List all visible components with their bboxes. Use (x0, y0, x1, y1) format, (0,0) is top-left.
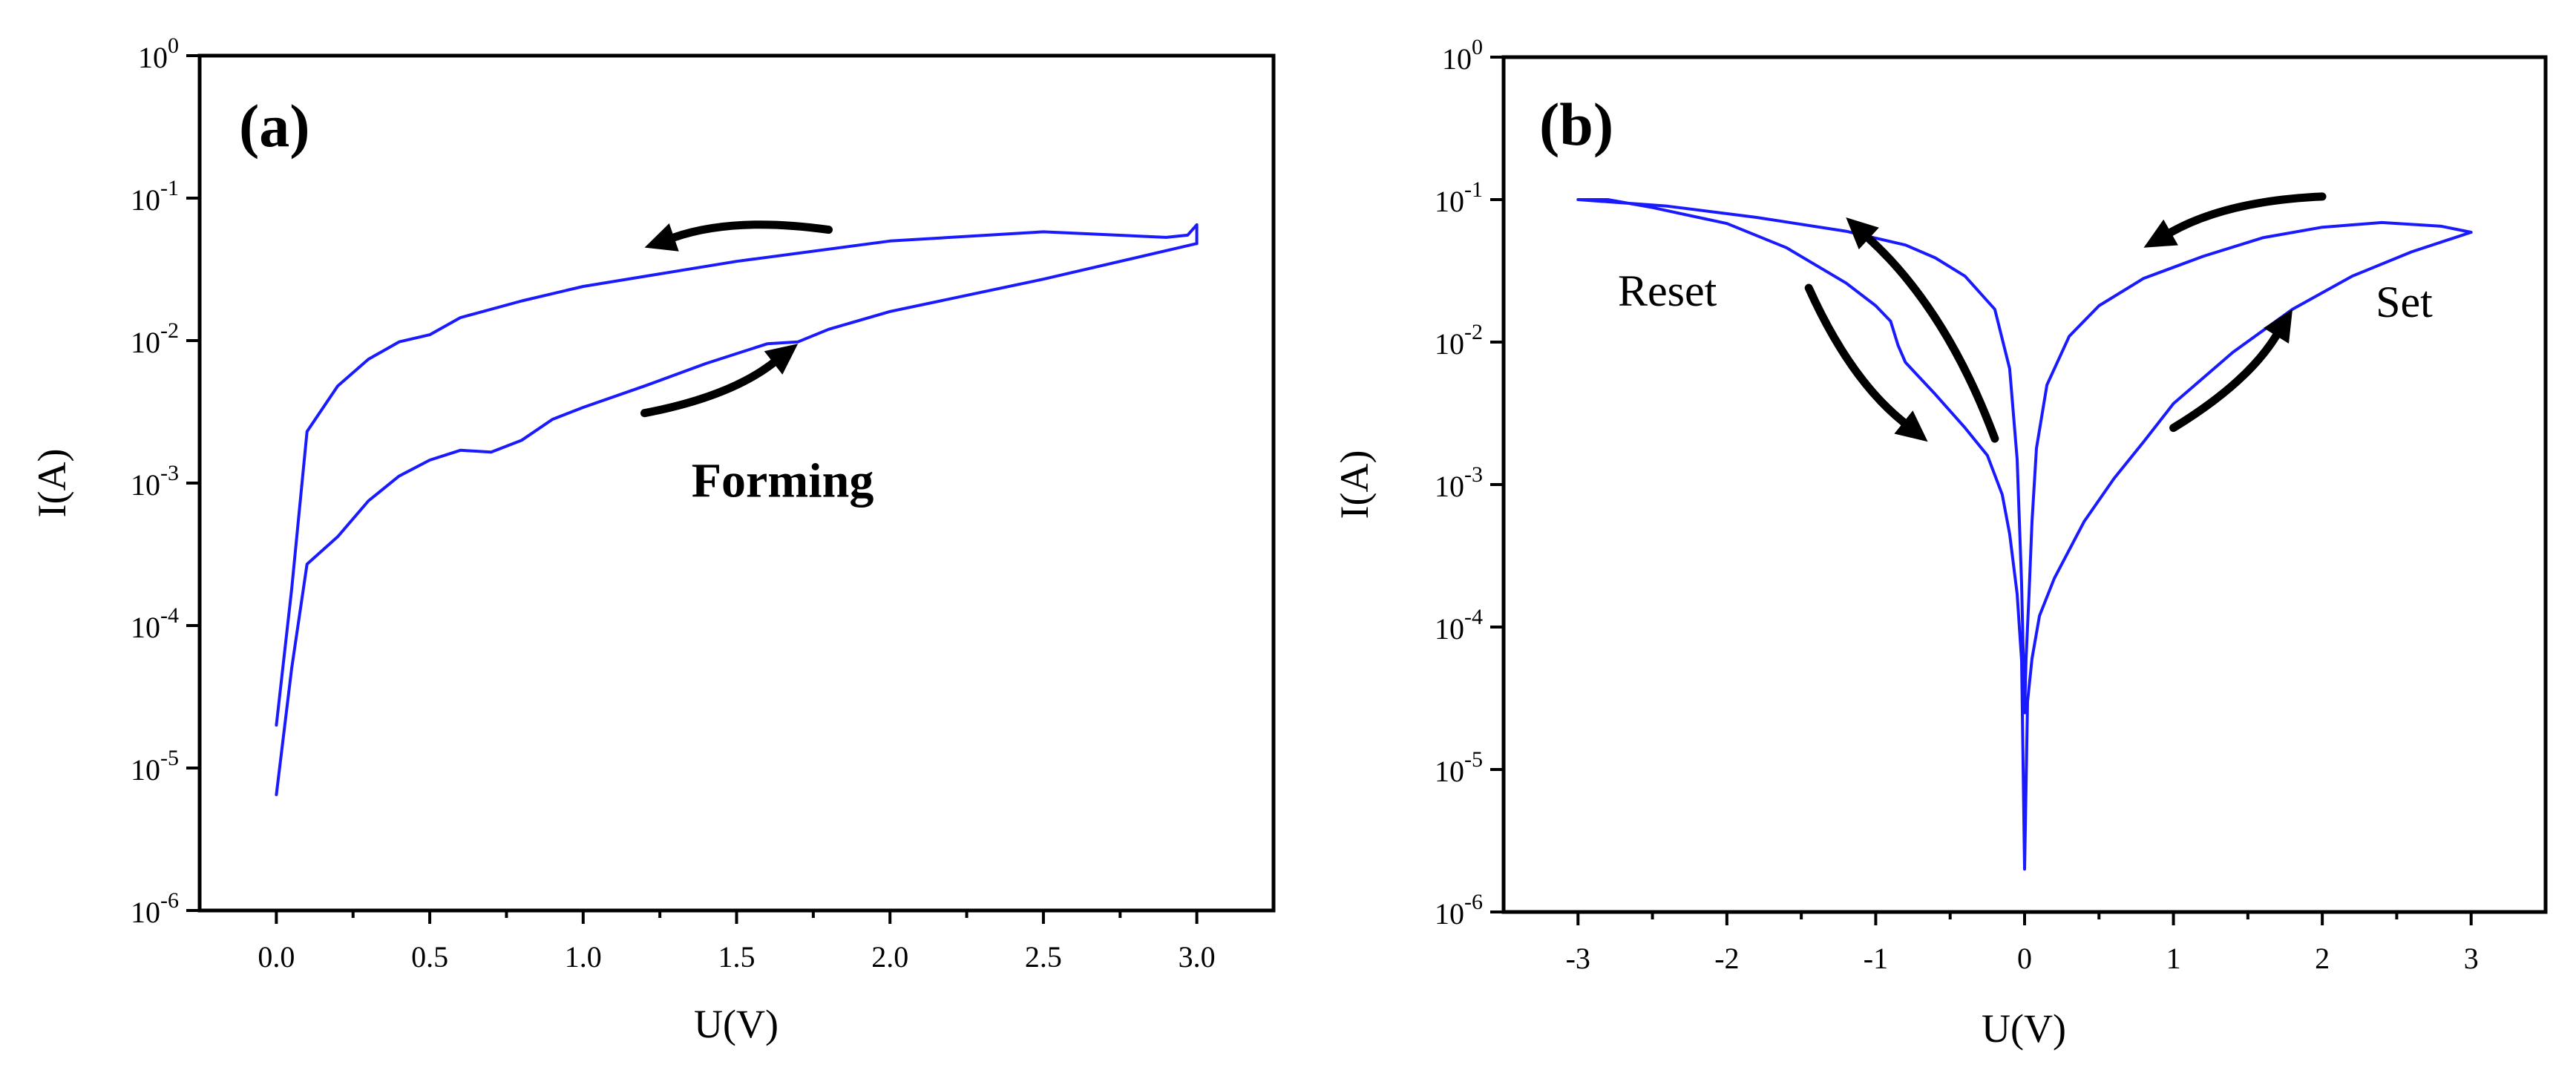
y-tick-label-b: 100 (1442, 35, 1483, 76)
y-tick-label-b: 10-5 (1435, 747, 1483, 788)
x-tick-label-b: 3 (2464, 942, 2479, 975)
x-tick-label-a: 0.0 (258, 940, 295, 974)
y-tick-label-b: 10-3 (1435, 462, 1483, 503)
series-forward-sweep-a (275, 242, 1199, 796)
ticks-b: -3 -2 -1 0 1 2 3 100 10-1 10-2 10-3 10-4 10-5 10-6 (1435, 35, 2479, 975)
x-tick-label-b: 0 (2017, 942, 2032, 975)
set-arrow-down-b (2143, 192, 2327, 248)
annotations-a: Forming (692, 454, 874, 508)
sweep-back-arrow-a (644, 220, 833, 252)
curves-b (1576, 198, 2473, 871)
annotation-set: Set (2376, 278, 2433, 327)
x-axis-title-a: U(V) (694, 1002, 779, 1046)
x-tick-label-a: 1.5 (718, 940, 756, 974)
curves-a (275, 223, 1199, 796)
chart-panel-b: -3 -2 -1 0 1 2 3 100 10-1 10-2 10-3 10-4 10-5 10-6 Re… (1332, 35, 2548, 1051)
y-tick-label-b: 10-4 (1435, 605, 1483, 646)
arrows-a (640, 220, 833, 418)
y-tick-label-a: 10-3 (131, 461, 179, 502)
set-arrow-up-b (2169, 309, 2292, 433)
annotation-forming: Forming (692, 454, 874, 508)
ticks-a: 0.0 0.5 1.0 1.5 2.0 2.5 3.0 100 10-1 10-2 10-3 10-4… (131, 33, 1216, 974)
y-tick-label-b: 10-1 (1435, 177, 1483, 218)
annotation-reset: Reset (1618, 266, 1717, 315)
x-tick-label-b: -2 (1714, 942, 1739, 975)
panel-label-b: (b) (1539, 91, 1613, 158)
reset-arrow-down-b (1804, 283, 1928, 442)
sweep-forward-arrow-a (640, 344, 799, 418)
x-tick-label-a: 2.5 (1025, 940, 1062, 974)
reset-arrow-up-b (1846, 217, 1999, 443)
y-axis-title-a: I(A) (30, 449, 74, 518)
x-tick-label-a: 2.0 (871, 940, 908, 974)
x-tick-label-b: -1 (1864, 942, 1888, 975)
x-tick-label-a: 0.5 (411, 940, 448, 974)
series-reverse-sweep-a (275, 223, 1199, 727)
annotations-b: Reset Set (1618, 266, 2433, 327)
x-tick-label-b: 1 (2166, 942, 2181, 975)
x-tick-label-b: -3 (1566, 942, 1590, 975)
x-tick-label-a: 3.0 (1179, 940, 1216, 974)
x-axis-title-b: U(V) (1982, 1006, 2066, 1051)
y-tick-label-a: 100 (138, 33, 179, 74)
y-tick-label-b: 10-6 (1435, 890, 1483, 931)
x-tick-label-a: 1.0 (565, 940, 602, 974)
y-tick-label-a: 10-1 (131, 176, 179, 217)
y-tick-label-a: 10-2 (131, 318, 179, 359)
arrows-b (1804, 192, 2327, 443)
panel-label-a: (a) (239, 92, 310, 160)
y-axis-title-b: I(A) (1332, 450, 1377, 519)
y-tick-label-b: 10-2 (1435, 320, 1483, 361)
series-i-v-loop-b (1576, 198, 2473, 871)
x-tick-label-b: 2 (2315, 942, 2330, 975)
chart-panel-a: 0.0 0.5 1.0 1.5 2.0 2.5 3.0 100 10-1 10-2 10-3 10-4… (30, 33, 1276, 1046)
y-tick-label-a: 10-6 (131, 888, 179, 929)
y-tick-label-a: 10-4 (131, 603, 179, 644)
y-tick-label-a: 10-5 (131, 746, 179, 787)
